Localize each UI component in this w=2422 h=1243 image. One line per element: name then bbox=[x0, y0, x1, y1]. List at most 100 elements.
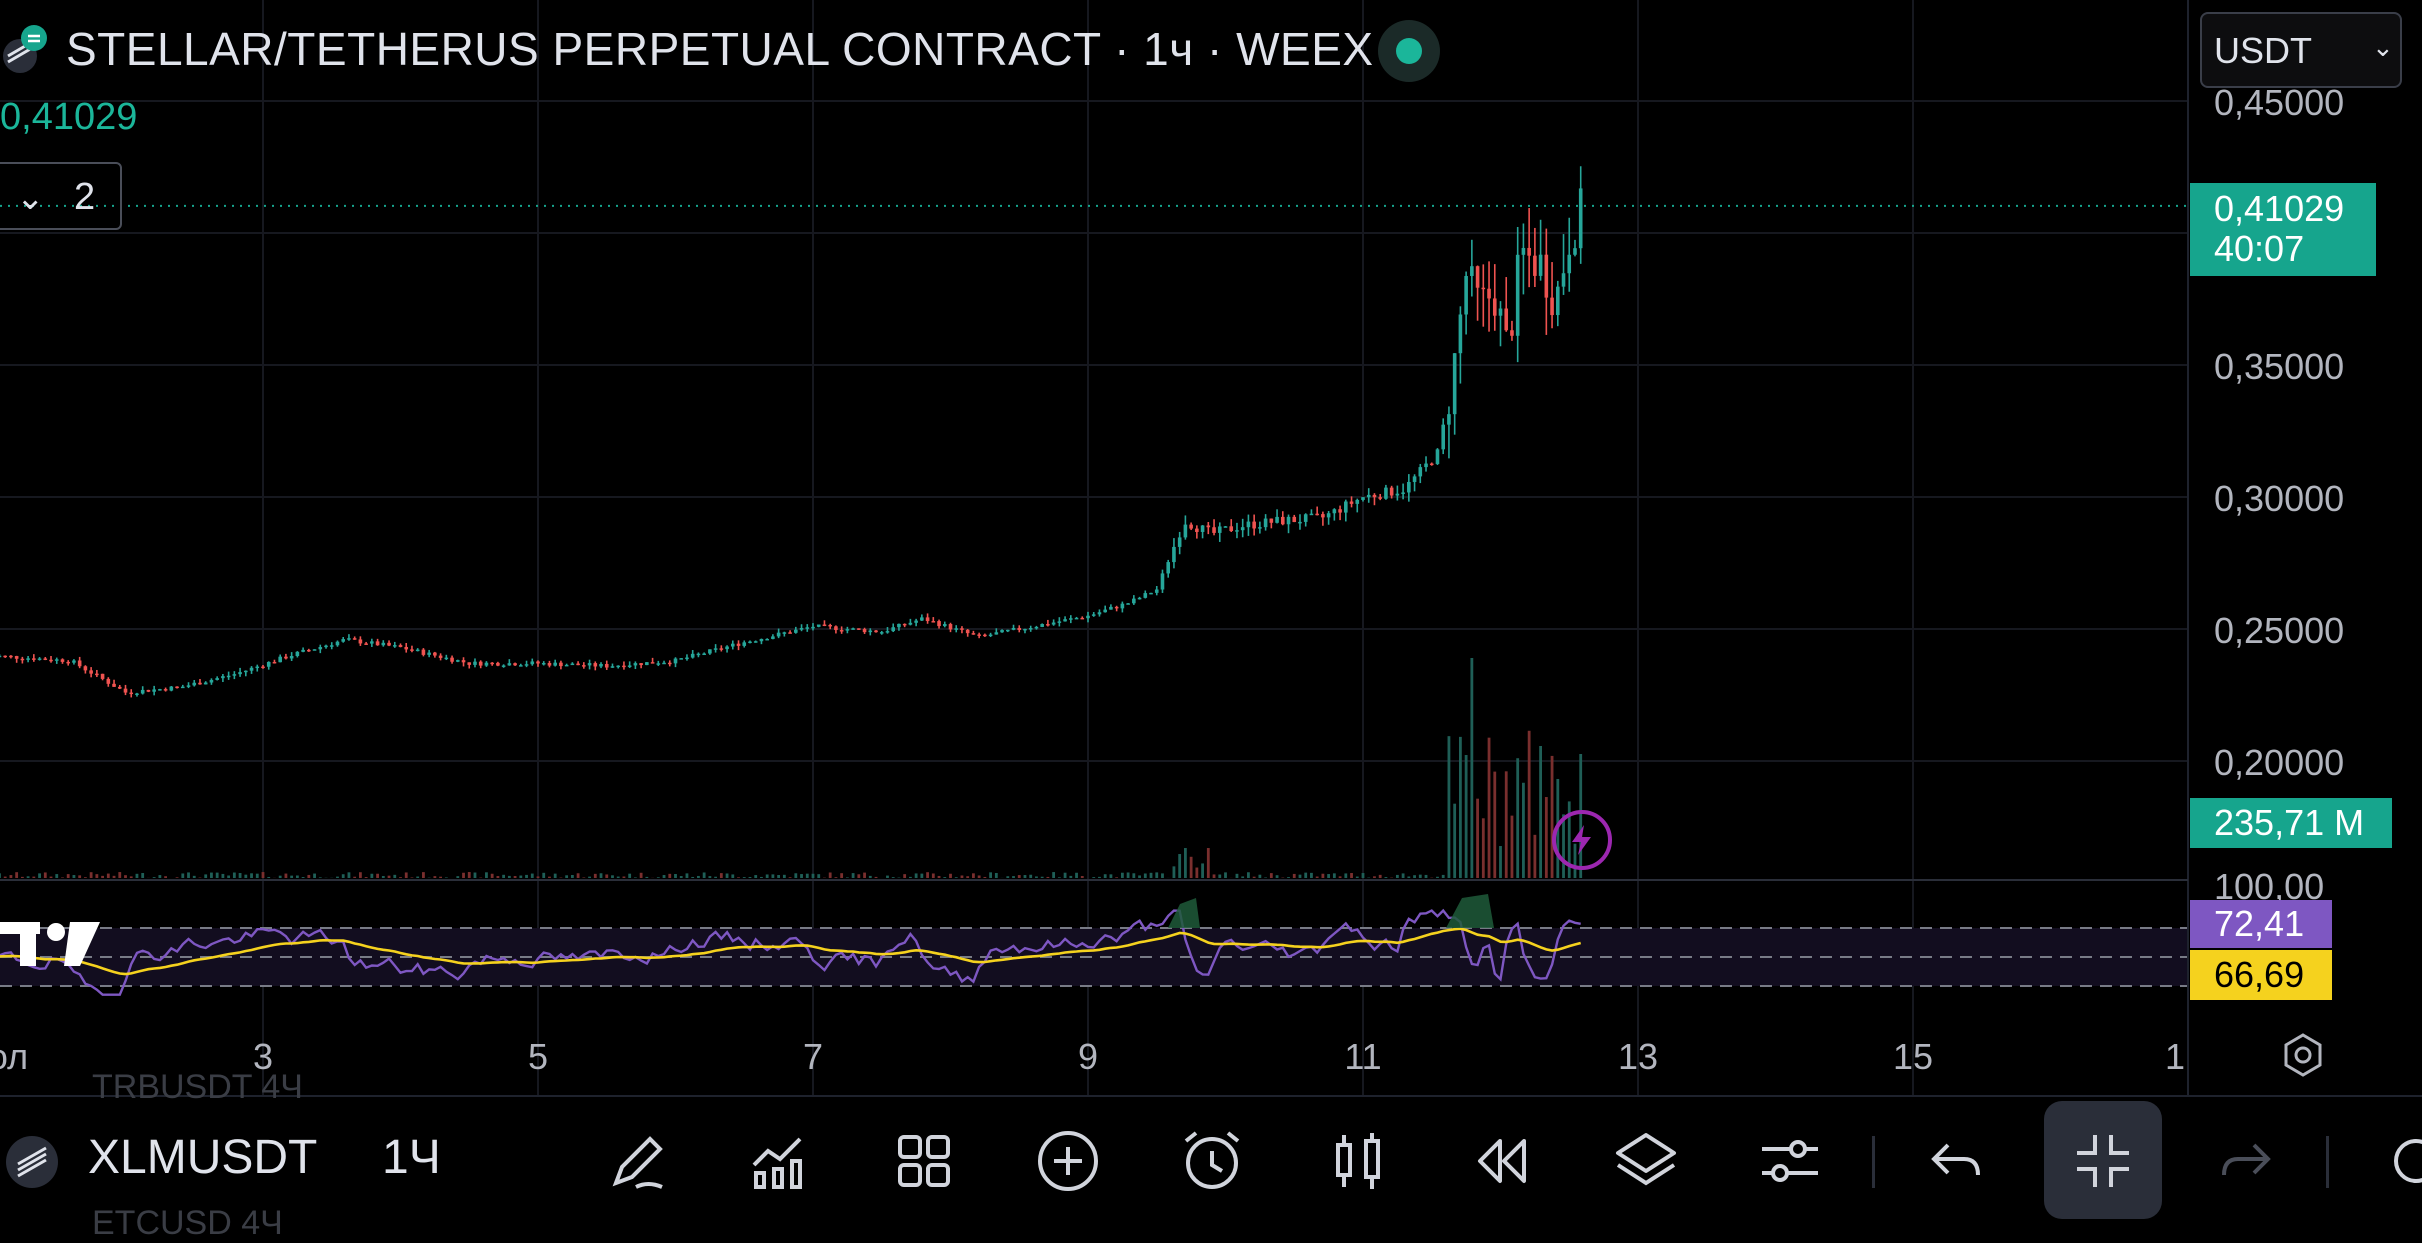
candle-body bbox=[702, 654, 706, 656]
grid-layout-icon[interactable] bbox=[888, 1125, 960, 1197]
volume-bar bbox=[1448, 736, 1451, 878]
volume-bar bbox=[1018, 875, 1021, 878]
candle-body bbox=[645, 662, 649, 665]
alarm-icon[interactable] bbox=[1176, 1125, 1248, 1197]
candle-body bbox=[198, 683, 202, 685]
volume-bar bbox=[187, 872, 190, 878]
volume-bar bbox=[1035, 876, 1038, 878]
candle-body bbox=[1178, 537, 1182, 546]
candle-body bbox=[1292, 517, 1296, 522]
layers-icon[interactable] bbox=[1610, 1125, 1682, 1197]
symbol-selector[interactable]: XLMUSDT bbox=[88, 1130, 317, 1185]
candle-body bbox=[1355, 500, 1359, 504]
replay-icon[interactable] bbox=[1466, 1125, 1538, 1197]
collapse-indicators-button[interactable]: ⌄ 2 bbox=[0, 162, 122, 230]
candle-body bbox=[72, 660, 76, 662]
candle-body bbox=[1533, 256, 1537, 276]
candle-body bbox=[336, 642, 340, 646]
candle-body bbox=[760, 639, 764, 641]
undo-icon[interactable] bbox=[1920, 1125, 1992, 1197]
draw-pencil-icon[interactable] bbox=[602, 1125, 674, 1197]
volume-bar bbox=[1551, 756, 1554, 878]
candle-body bbox=[1098, 612, 1102, 614]
candle-body bbox=[485, 663, 489, 666]
volume-bar bbox=[416, 877, 419, 878]
volume-bar bbox=[1064, 873, 1067, 878]
candles-icon[interactable] bbox=[1322, 1125, 1394, 1197]
candle-body bbox=[932, 621, 936, 623]
candle-body bbox=[611, 666, 615, 668]
add-circle-icon[interactable] bbox=[1032, 1125, 1104, 1197]
volume-bar bbox=[1195, 868, 1198, 878]
candle-body bbox=[450, 658, 454, 662]
volume-bar bbox=[141, 873, 144, 878]
candle-body bbox=[250, 668, 254, 671]
candle-body bbox=[1321, 514, 1325, 517]
volume-bar bbox=[1321, 874, 1324, 878]
volume-bar bbox=[577, 873, 580, 878]
volume-bar bbox=[1545, 797, 1548, 878]
redo-icon[interactable] bbox=[2210, 1125, 2282, 1197]
volume-bar bbox=[1247, 872, 1250, 878]
candle-body bbox=[1487, 289, 1491, 299]
axis-settings-icon[interactable] bbox=[2278, 1030, 2328, 1080]
candle-body bbox=[78, 660, 82, 666]
volume-bar bbox=[1310, 873, 1313, 878]
volume-bar bbox=[376, 874, 379, 878]
volume-bar bbox=[1144, 873, 1147, 878]
rsi-overbought-fill bbox=[1446, 894, 1494, 928]
volume-bar bbox=[542, 873, 545, 878]
volume-bar bbox=[1098, 877, 1101, 878]
candle-body bbox=[582, 665, 586, 667]
candle-body bbox=[1275, 517, 1279, 523]
currency-select[interactable]: USDT ⌄ bbox=[2200, 12, 2402, 88]
candle-body bbox=[1361, 497, 1365, 500]
candle-body bbox=[1436, 449, 1440, 464]
volume-bar bbox=[955, 877, 958, 878]
market-status-indicator[interactable] bbox=[1378, 20, 1440, 82]
volume-bar bbox=[932, 873, 935, 878]
volume-bars bbox=[0, 658, 1582, 878]
volume-bar bbox=[1293, 874, 1296, 878]
candle-body bbox=[565, 665, 569, 667]
candle-body bbox=[863, 629, 867, 632]
candle-body bbox=[1040, 624, 1044, 627]
candle-body bbox=[599, 664, 603, 666]
toolbar-separator bbox=[2326, 1136, 2329, 1188]
more-icon[interactable] bbox=[2380, 1125, 2422, 1197]
candle-body bbox=[433, 653, 437, 656]
candle-body bbox=[508, 663, 512, 665]
price-label-025: 0,25000 bbox=[2214, 610, 2344, 652]
candle-body bbox=[32, 658, 36, 660]
candle-body bbox=[3, 656, 7, 658]
volume-bar bbox=[485, 872, 488, 878]
candle-body bbox=[1287, 517, 1291, 524]
volume-bar bbox=[582, 877, 585, 878]
candle-body bbox=[1424, 464, 1428, 468]
candle-body bbox=[1373, 495, 1377, 497]
volume-bar bbox=[1115, 877, 1118, 878]
candle-body bbox=[903, 624, 907, 626]
volume-bar bbox=[571, 875, 574, 878]
candle-body bbox=[341, 639, 345, 642]
volume-bar bbox=[995, 873, 998, 878]
candle-body bbox=[1441, 425, 1445, 450]
volume-bar bbox=[972, 873, 975, 878]
timeframe-selector[interactable]: 1Ч bbox=[382, 1130, 441, 1185]
candle-body bbox=[972, 633, 976, 635]
candle-body bbox=[634, 663, 638, 665]
volume-bar bbox=[989, 872, 992, 878]
lightning-icon[interactable] bbox=[1552, 810, 1612, 870]
chevron-down-icon: ⌄ bbox=[2372, 32, 2394, 63]
candle-body bbox=[49, 660, 53, 662]
candle-body bbox=[1126, 603, 1130, 605]
candle-body bbox=[771, 636, 775, 639]
indicators-icon[interactable] bbox=[744, 1125, 816, 1197]
candle-body bbox=[496, 663, 500, 666]
candle-body bbox=[439, 656, 443, 658]
settings-sliders-icon[interactable] bbox=[1754, 1125, 1826, 1197]
candle-body bbox=[1333, 509, 1337, 513]
candle-body bbox=[95, 674, 99, 676]
volume-bar bbox=[1482, 818, 1485, 878]
